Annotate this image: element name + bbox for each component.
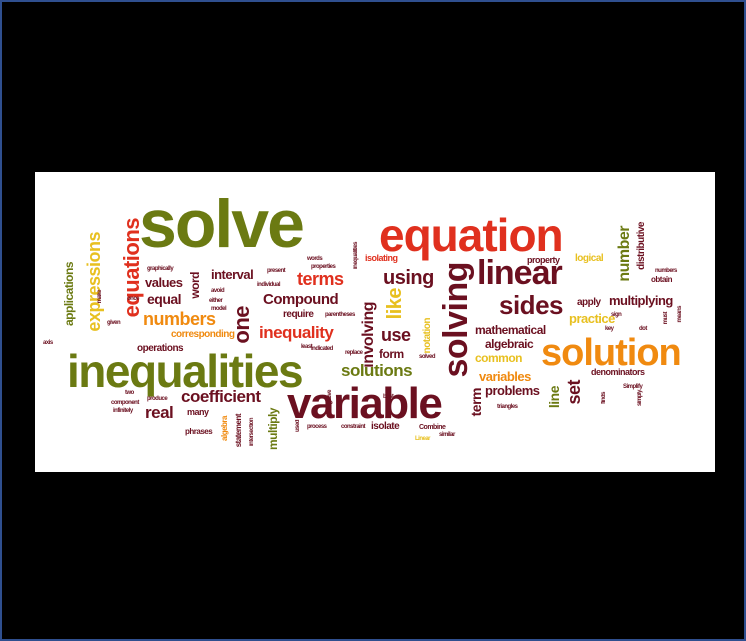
- word-replace: replace: [345, 350, 363, 356]
- word-finds: finds: [601, 392, 607, 404]
- word-set: set: [564, 380, 584, 405]
- word-simplify: Simplify: [623, 384, 643, 390]
- word-parentheses: parentheses: [325, 312, 355, 318]
- word-least: least: [301, 344, 313, 350]
- word-given: given: [107, 320, 121, 326]
- word-component: component: [111, 400, 139, 406]
- word-interval: interval: [211, 267, 254, 282]
- word-word: word: [188, 272, 202, 299]
- word-use: use: [381, 325, 411, 345]
- word-cloud: solve equation inequalities variable sol…: [35, 172, 715, 472]
- word-numbers-small: numbers: [655, 268, 677, 274]
- word-statement: statement: [234, 414, 243, 448]
- word-similarly: simply: [637, 390, 643, 407]
- word-best: best: [383, 394, 394, 400]
- word-algebraic: algebraic: [485, 337, 534, 351]
- word-key: key: [605, 326, 614, 332]
- word-either: either: [209, 298, 223, 304]
- word-solving: solving: [437, 262, 475, 378]
- word-solve: solve: [139, 186, 305, 262]
- word-two: two: [125, 390, 134, 396]
- word-model: model: [211, 306, 227, 312]
- word-common: common: [475, 351, 523, 365]
- word-distributive: distributive: [636, 222, 647, 270]
- word-individual: individual: [257, 282, 281, 288]
- word-inequalities: inequalities: [67, 345, 304, 397]
- word-once: once: [127, 296, 140, 302]
- word-equations: equations: [119, 218, 144, 318]
- word-dot: dot: [639, 326, 647, 332]
- word-must: must: [663, 312, 669, 325]
- word-linear: linear: [477, 254, 563, 292]
- word-using: using: [383, 267, 434, 289]
- word-indicated: indicated: [311, 346, 333, 352]
- word-solution: solution: [541, 332, 682, 374]
- word-expressions: expressions: [84, 232, 104, 332]
- word-variable: variable: [287, 379, 443, 428]
- word-terms: terms: [297, 269, 344, 289]
- word-denominators: denominators: [591, 367, 645, 377]
- word-isolate: isolate: [371, 421, 400, 432]
- word-constraint: constraint: [341, 424, 366, 430]
- word-inequalities-small: inequalities: [353, 242, 359, 270]
- word-properties: properties: [311, 264, 336, 270]
- word-corresponding: corresponding: [171, 329, 235, 340]
- word-equal: equal: [147, 291, 182, 307]
- word-numbers: numbers: [143, 309, 216, 329]
- word-like: like: [384, 288, 406, 320]
- word-linear-small: Linear: [415, 436, 431, 442]
- word-negative: negative: [327, 390, 333, 411]
- word-isolating: isolating: [365, 253, 398, 263]
- word-compound: Compound: [263, 291, 339, 308]
- word-triangles: triangles: [497, 404, 518, 410]
- word-involving: involving: [360, 302, 377, 368]
- word-similar: similar: [439, 432, 455, 438]
- word-intersection: intersection: [249, 418, 255, 447]
- word-real: real: [145, 403, 174, 422]
- word-solutions: solutions: [341, 361, 413, 380]
- word-property: property: [527, 255, 560, 265]
- word-variables: variables: [479, 369, 531, 384]
- word-number: number: [616, 226, 633, 282]
- word-solved: solved: [419, 354, 436, 360]
- word-mathematical: mathematical: [475, 323, 546, 337]
- word-practice: practice: [569, 311, 615, 326]
- word-equation: equation: [379, 209, 564, 261]
- word-values: values: [145, 275, 183, 290]
- word-algebra: algebra: [220, 416, 229, 441]
- word-process: process: [307, 424, 327, 430]
- word-applications: applications: [62, 262, 76, 327]
- word-obtain: obtain: [651, 275, 673, 284]
- word-product: produce: [147, 396, 168, 402]
- word-apply: apply: [577, 297, 601, 308]
- word-logical: logical: [575, 253, 604, 264]
- word-many: many: [187, 407, 209, 417]
- word-combine: Combine: [419, 424, 446, 431]
- word-form: form: [379, 347, 404, 361]
- word-term: term: [468, 388, 484, 417]
- word-graphically: graphically: [147, 266, 174, 272]
- word-means: means: [677, 306, 683, 323]
- word-words: words: [307, 256, 323, 262]
- word-avoid: avoid: [211, 288, 225, 294]
- word-sides: sides: [499, 290, 564, 320]
- word-notation: notation: [422, 318, 433, 354]
- word-make: make: [97, 290, 103, 304]
- word-sign: sign: [611, 312, 622, 318]
- word-inequality: inequality: [259, 323, 334, 342]
- word-phrases: phrases: [185, 427, 213, 436]
- word-require: require: [283, 309, 314, 320]
- word-multiplying: multiplying: [609, 293, 673, 308]
- word-present: present: [267, 268, 286, 274]
- word-line: line: [546, 386, 562, 409]
- word-problems: problems: [485, 383, 540, 398]
- word-multiply: multiply: [266, 408, 280, 451]
- word-operations: operations: [137, 343, 184, 354]
- word-used: used: [295, 420, 301, 433]
- word-infinitely: infinitely: [113, 408, 133, 414]
- word-coefficient: coefficient: [181, 387, 261, 406]
- word-axis: axis: [43, 340, 53, 346]
